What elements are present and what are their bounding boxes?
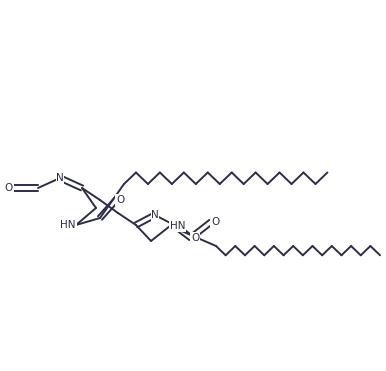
Text: O: O — [211, 217, 219, 227]
Text: N: N — [151, 210, 159, 220]
Text: O: O — [5, 183, 13, 193]
Text: O: O — [116, 195, 124, 205]
Text: HN: HN — [61, 220, 76, 230]
Text: N: N — [56, 173, 64, 183]
Text: HN: HN — [170, 221, 186, 231]
Text: O: O — [191, 233, 199, 243]
